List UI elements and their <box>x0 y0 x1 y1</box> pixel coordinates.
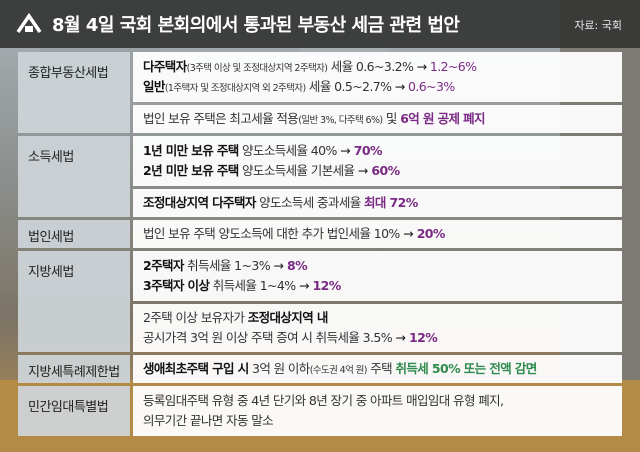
detail-cell: 2주택자 취득세율 1~3% → 8% 3주택자 이상 취득세율 1~4% → … <box>133 251 622 301</box>
home-arrow-icon <box>16 12 42 33</box>
header-bar: 8월 4일 국회 본회의에서 통과된 부동산 세금 관련 법안 자료: 국회 <box>0 0 640 48</box>
detail-cell: 생애최초주택 구입 시 3억 원 이하(수도권 4억 원) 주택 취득세 50%… <box>133 355 622 383</box>
detail-cell: 다주택자(3주택 이상 및 조정대상지역 2주택자) 세율 0.6~3.2% →… <box>133 52 622 102</box>
detail-cell: 등록임대주택 유형 중 4년 단기와 8년 장기 중 아파트 매입임대 유형 폐… <box>133 386 622 436</box>
detail-line: 생애최초주택 구입 시 3억 원 이하(수도권 4억 원) 주택 취득세 50%… <box>143 361 537 376</box>
row-local-tax-special-exemption: 지방세특례제한법 생애최초주택 구입 시 3억 원 이하(수도권 4억 원) 주… <box>18 355 622 383</box>
row-comprehensive-property-tax: 종합부동산세법 다주택자(3주택 이상 및 조정대상지역 2주택자) 세율 0.… <box>18 52 622 133</box>
detail-cell: 조정대상지역 다주택자 양도소득세 중과세율 최대 72% <box>133 189 622 217</box>
detail-line: 의무기간 끝나면 자동 말소 <box>143 413 274 428</box>
detail-line: 일반(1주택자 및 조정대상지역 외 2주택자) 세율 0.5~2.7% → 0… <box>143 79 455 94</box>
detail-line: 공시가격 3억 원 이상 주택 증여 시 취득세율 3.5% → 12% <box>143 330 438 345</box>
detail-line: 3주택자 이상 취득세율 1~4% → 12% <box>143 278 341 293</box>
category-label: 소득세법 <box>18 136 130 217</box>
row-private-rental-special-act: 민간임대특별법 등록임대주택 유형 중 4년 단기와 8년 장기 중 아파트 매… <box>18 386 622 436</box>
category-label: 법인세법 <box>18 220 130 248</box>
row-local-tax: 지방세법 2주택자 취득세율 1~3% → 8% 3주택자 이상 취득세율 1~… <box>18 251 622 352</box>
detail-cell: 법인 보유 주택은 최고세율 적용(일반 3%, 다주택 6%) 및 6억 원 … <box>133 105 622 133</box>
detail-line: 다주택자(3주택 이상 및 조정대상지역 2주택자) 세율 0.6~3.2% →… <box>143 59 477 74</box>
row-income-tax: 소득세법 1년 미만 보유 주택 양도소득세율 40% → 70% 2년 미만 … <box>18 136 622 217</box>
category-label: 종합부동산세법 <box>18 52 130 133</box>
detail-cell: 1년 미만 보유 주택 양도소득세율 40% → 70% 2년 미만 보유 주택… <box>133 136 622 186</box>
detail-line: 2년 미만 보유 주택 양도소득세율 기본세율 → 60% <box>143 163 400 178</box>
detail-line: 조정대상지역 다주택자 양도소득세 중과세율 최대 72% <box>143 195 418 210</box>
law-table: 종합부동산세법 다주택자(3주택 이상 및 조정대상지역 2주택자) 세율 0.… <box>18 52 622 439</box>
row-corporate-tax: 법인세법 법인 보유 주택 양도소득에 대한 추가 법인세율 10% → 20% <box>18 220 622 248</box>
detail-line: 2주택 이상 보유자가 조정대상지역 내 <box>143 310 328 325</box>
category-label: 지방세법 <box>18 251 130 352</box>
detail-line: 법인 보유 주택 양도소득에 대한 추가 법인세율 10% → 20% <box>143 226 445 241</box>
detail-line: 2주택자 취득세율 1~3% → 8% <box>143 258 308 273</box>
category-label: 민간임대특별법 <box>18 386 130 436</box>
source-note: 자료: 국회 <box>574 19 622 32</box>
detail-line: 법인 보유 주택은 최고세율 적용(일반 3%, 다주택 6%) 및 6억 원 … <box>143 111 486 126</box>
detail-cell: 2주택 이상 보유자가 조정대상지역 내 공시가격 3억 원 이상 주택 증여 … <box>133 304 622 352</box>
page-title: 8월 4일 국회 본회의에서 통과된 부동산 세금 관련 법안 <box>52 15 460 36</box>
detail-line: 등록임대주택 유형 중 4년 단기와 8년 장기 중 아파트 매입임대 유형 폐… <box>143 393 504 408</box>
category-label: 지방세특례제한법 <box>18 355 130 383</box>
detail-line: 1년 미만 보유 주택 양도소득세율 40% → 70% <box>143 143 383 158</box>
detail-cell: 법인 보유 주택 양도소득에 대한 추가 법인세율 10% → 20% <box>133 220 622 248</box>
